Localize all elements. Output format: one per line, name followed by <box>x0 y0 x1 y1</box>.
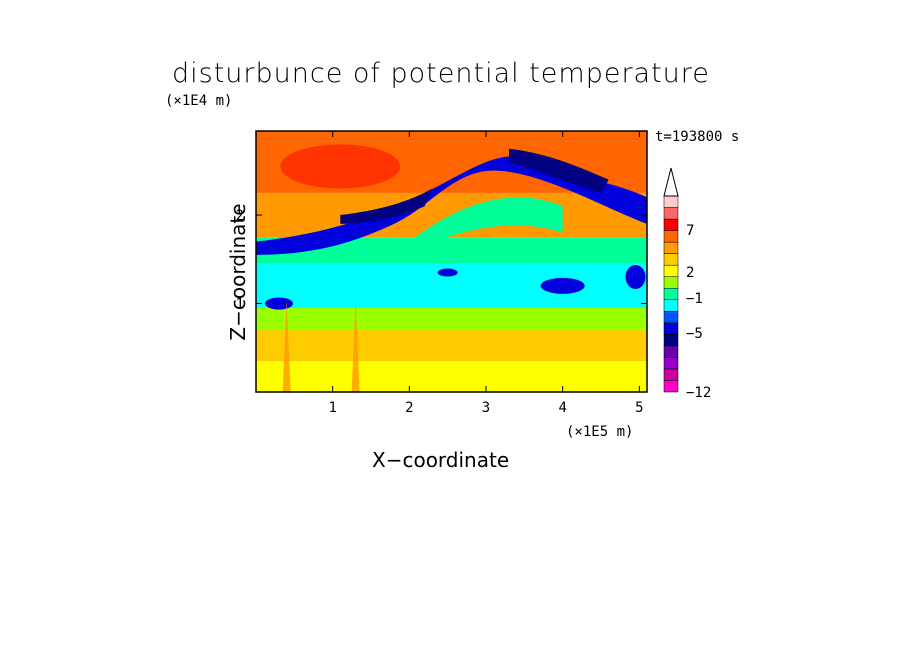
warm-blob <box>280 144 401 189</box>
colorbar-swatch <box>663 195 679 208</box>
plot-frame <box>255 130 648 393</box>
x-axis-unit: (×1E5 m) <box>566 424 634 440</box>
colorbar: 7 2 −1 −5 −12 <box>663 167 711 401</box>
y-axis-unit: (×1E4 m) <box>165 93 233 109</box>
colorbar-label: −1 <box>686 291 703 307</box>
x-tick-label: 2 <box>405 400 413 416</box>
colorbar-label: −5 <box>686 326 703 342</box>
colorbar-label: 2 <box>686 265 694 281</box>
colorbar-swatch <box>663 311 679 324</box>
green-region <box>409 197 563 251</box>
colorbar-swatch <box>663 264 679 277</box>
colorbar-swatch <box>663 230 679 243</box>
colorbar-label: −12 <box>686 385 711 401</box>
spike-feature <box>351 299 360 392</box>
spike-feature <box>282 299 291 392</box>
colorbar-swatch <box>663 380 679 393</box>
colorbar-swatch <box>663 218 679 231</box>
cold-patch <box>625 264 646 289</box>
colorbar-extend-arrow <box>663 167 679 197</box>
x-tick-label: 4 <box>558 400 566 416</box>
field-band <box>256 307 647 331</box>
colorbar-swatch <box>663 253 679 266</box>
colorbar-swatch <box>663 357 679 370</box>
colorbar-swatch <box>663 322 679 335</box>
y-tick-label: 1 <box>236 297 244 313</box>
x-tick-label: 1 <box>328 400 336 416</box>
chart-title: disturbunce of potential temperature <box>172 58 710 89</box>
colorbar-swatch <box>663 299 679 312</box>
field-band <box>256 330 647 362</box>
field-band <box>256 361 647 392</box>
colorbar-swatch <box>663 241 679 254</box>
potential-temperature-field <box>256 131 647 392</box>
cold-core <box>340 148 609 224</box>
colorbar-swatch <box>663 287 679 301</box>
colorbar-swatch <box>663 276 679 289</box>
colorbar-swatch <box>663 368 679 381</box>
colorbar-swatch <box>663 334 679 347</box>
cold-patch <box>437 268 458 277</box>
axes: 1 2 3 4 5 1 2 <box>236 131 647 416</box>
cold-patch <box>265 297 293 310</box>
y-tick-label: 2 <box>236 208 244 224</box>
x-axis-label: X−coordinate <box>372 448 510 472</box>
cold-arc <box>256 156 647 255</box>
cold-patch <box>540 277 585 294</box>
colorbar-swatch <box>663 345 679 358</box>
x-tick-label: 5 <box>635 400 643 416</box>
x-tick-label: 3 <box>482 400 490 416</box>
colorbar-label: 7 <box>686 223 694 239</box>
time-label: t=193800 s <box>655 129 740 145</box>
colorbar-swatch <box>663 207 679 220</box>
